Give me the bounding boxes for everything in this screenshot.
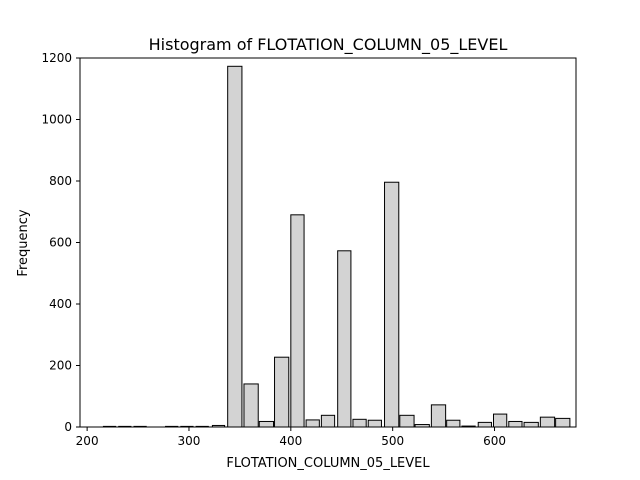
x-axis-ticks: 200 300 400 500 600 [76, 427, 506, 448]
x-tick-label: 300 [178, 434, 201, 448]
plot-frame [79, 57, 577, 428]
histogram-bar-26 [523, 421, 539, 428]
histogram-bar-21 [446, 419, 461, 428]
histogram-bar-25 [508, 420, 523, 428]
y-axis-ticks: 0 200 400 600 800 1000 1200 [41, 51, 80, 434]
histogram-bar-10 [274, 356, 290, 428]
histogram-bar-16 [367, 419, 382, 428]
histogram-bar-28 [555, 417, 571, 428]
bars-group [102, 65, 571, 428]
histogram-bar-7 [227, 65, 243, 428]
y-tick-label: 1200 [41, 51, 72, 65]
y-tick-label: 1000 [41, 113, 72, 127]
histogram-bar-8 [243, 383, 259, 428]
y-tick-label: 400 [49, 297, 72, 311]
y-tick-label: 200 [49, 359, 72, 373]
histogram-bar-24 [493, 413, 508, 428]
histogram-bar-18 [399, 414, 415, 428]
y-axis-label: Frequency [16, 209, 31, 276]
chart-title: Histogram of FLOTATION_COLUMN_05_LEVEL [149, 35, 508, 55]
x-tick-label: 400 [279, 434, 302, 448]
histogram-bar-12 [305, 419, 320, 428]
histogram-bar-20 [430, 404, 447, 428]
x-tick-label: 600 [483, 434, 506, 448]
histogram-bar-27 [539, 416, 556, 428]
x-tick-label: 200 [76, 434, 99, 448]
y-tick-label: 0 [64, 420, 72, 434]
y-tick-label: 600 [49, 236, 72, 250]
x-tick-label: 500 [381, 434, 404, 448]
histogram-bar-15 [352, 418, 367, 428]
histogram-bar-17 [384, 181, 400, 428]
histogram-bar-11 [290, 214, 305, 428]
histogram-bar-23 [477, 421, 492, 428]
x-axis-label: FLOTATION_COLUMN_05_LEVEL [226, 456, 430, 471]
histogram-bar-13 [320, 414, 336, 428]
histogram-bar-14 [337, 250, 352, 428]
histogram-bar-9 [258, 420, 275, 428]
y-tick-label: 800 [49, 174, 72, 188]
